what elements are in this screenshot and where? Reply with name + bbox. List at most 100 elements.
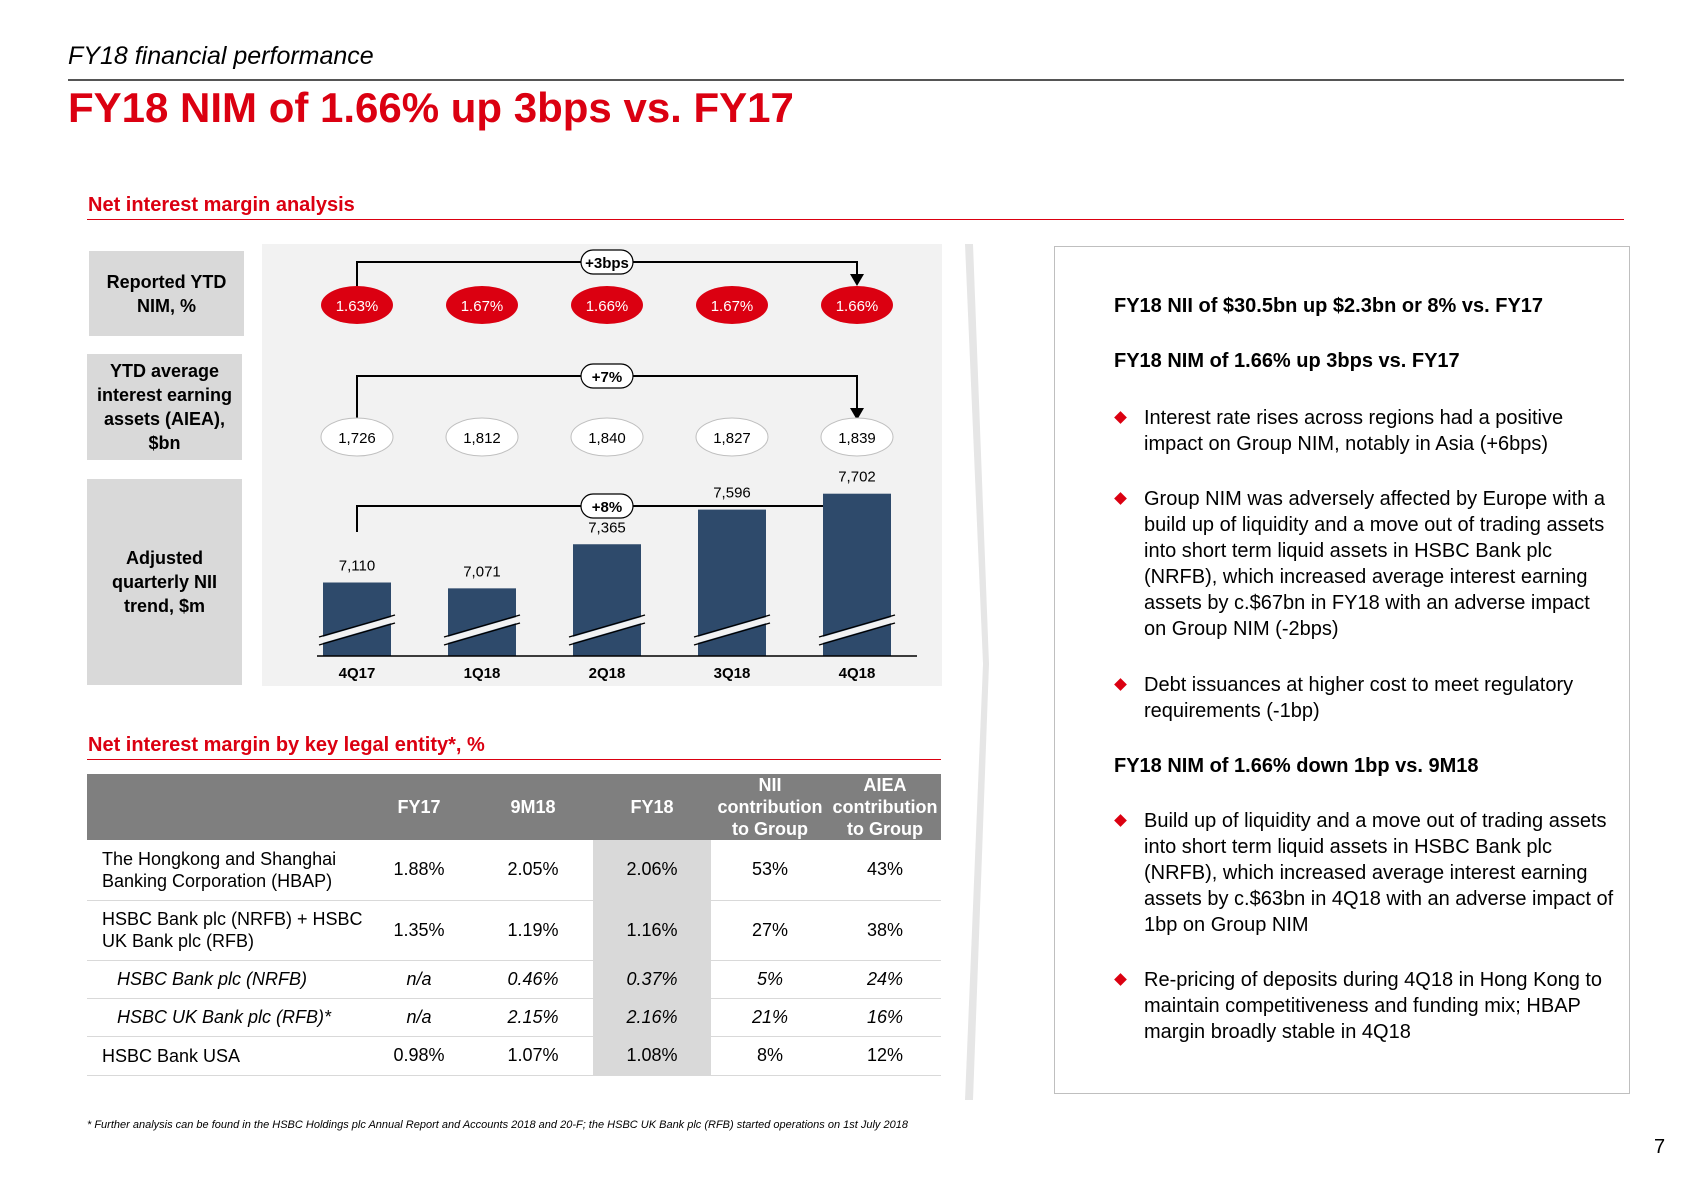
commentary-bullet: Build up of liquidity and a move out of … — [1114, 808, 1614, 938]
cell-9m18: 2.15% — [473, 998, 593, 1037]
table-header-9m18: 9M18 — [473, 774, 593, 840]
table-row: HSBC Bank plc (NRFB) n/a 0.46% 0.37% 5% … — [87, 960, 941, 999]
legal-entity-heading: Net interest margin by key legal entity*… — [88, 734, 485, 756]
table-row: HSBC Bank USA 0.98% 1.07% 1.08% 8% 12% — [87, 1036, 941, 1076]
cell-fy18: 1.08% — [593, 1036, 711, 1076]
bullet-diamond-icon — [1114, 973, 1127, 986]
bullet-diamond-icon — [1114, 411, 1127, 424]
table-row: HSBC Bank plc (NRFB) + HSBC UK Bank plc … — [87, 900, 941, 961]
entity-label: HSBC Bank USA — [87, 1036, 365, 1076]
nii-change-badge — [580, 493, 634, 519]
x-tick-label: 3Q18 — [714, 665, 751, 682]
aiea-value-label: 1,840 — [588, 430, 626, 447]
cell-9m18: 2.05% — [473, 840, 593, 901]
nii-value-label: 7,596 — [713, 485, 751, 502]
table-header-fy18: FY18 — [593, 774, 711, 840]
aiea-change-badge — [580, 363, 634, 389]
x-tick-label: 4Q17 — [339, 665, 376, 682]
entity-label: HSBC Bank plc (NRFB) — [87, 960, 365, 999]
aiea-change-label: +7% — [592, 369, 622, 386]
aiea-value-bubble — [695, 417, 769, 457]
aiea-value-bubble — [570, 417, 644, 457]
axis-break-line — [818, 622, 896, 646]
nii-change-label: +8% — [592, 499, 622, 516]
axis-break-line — [443, 614, 521, 638]
commentary-box: FY18 NII of $30.5bn up $2.3bn or 8% vs. … — [1054, 246, 1630, 1094]
entity-label: HSBC UK Bank plc (RFB)* — [87, 998, 365, 1037]
cell-nii-contribution: 8% — [711, 1036, 829, 1076]
axis-break-line — [443, 622, 521, 646]
aiea-value-label: 1,839 — [838, 430, 876, 447]
bullet-diamond-icon — [1114, 678, 1127, 691]
nii-value-label: 7,702 — [838, 469, 876, 486]
entity-label: The Hongkong and Shanghai Banking Corpor… — [87, 840, 365, 901]
nim-value-bubble — [321, 286, 393, 324]
table-header-row: FY17 9M18 FY18 NII contribution to Group… — [87, 774, 941, 840]
page-number: 7 — [1654, 1136, 1666, 1158]
nim-value-bubble — [571, 286, 643, 324]
commentary-bullet: Re-pricing of deposits during 4Q18 in Ho… — [1114, 967, 1614, 1045]
row-label-nii: Adjusted quarterly NII trend, $m — [87, 479, 242, 685]
bullet-text: Re-pricing of deposits during 4Q18 in Ho… — [1144, 969, 1603, 1043]
commentary-heading-nim-fy17: FY18 NIM of 1.66% up 3bps vs. FY17 — [1114, 350, 1460, 372]
cell-fy18: 2.06% — [593, 840, 711, 901]
nim-analysis-divider — [87, 219, 1624, 220]
page-subtitle: FY18 financial performance — [68, 42, 374, 70]
nim-analysis-heading: Net interest margin analysis — [88, 194, 355, 216]
axis-break-line — [318, 622, 396, 646]
table-row: The Hongkong and Shanghai Banking Corpor… — [87, 840, 941, 901]
axis-break-mark — [569, 616, 645, 644]
nim-change-badge — [580, 249, 634, 275]
cell-aiea-contribution: 12% — [829, 1036, 941, 1076]
table-header-aiea-contribution: AIEA contribution to Group — [829, 774, 941, 840]
cell-nii-contribution: 5% — [711, 960, 829, 999]
nim-value-bubble — [696, 286, 768, 324]
axis-break-line — [693, 614, 771, 638]
cell-9m18: 1.19% — [473, 900, 593, 961]
nim-chart: +3bps 1.63% 1.67% 1.66% 1.67% 1.66% +7% 1,726 1,… — [317, 249, 917, 682]
nim-value-bubble — [821, 286, 893, 324]
axis-break-mark — [319, 616, 395, 644]
bullet-diamond-icon — [1114, 492, 1127, 505]
cell-nii-contribution: 27% — [711, 900, 829, 961]
row-label-nim: Reported YTD NIM, % — [89, 251, 244, 336]
nim-change-arrowhead — [850, 274, 864, 286]
nim-value-label: 1.67% — [461, 298, 504, 315]
table-row: HSBC UK Bank plc (RFB)* n/a 2.15% 2.16% … — [87, 998, 941, 1037]
axis-break-line — [568, 622, 646, 646]
cell-fy18: 2.16% — [593, 998, 711, 1037]
nim-value-label: 1.63% — [336, 298, 379, 315]
cell-fy17: n/a — [365, 998, 473, 1037]
cell-aiea-contribution: 38% — [829, 900, 941, 961]
cell-aiea-contribution: 43% — [829, 840, 941, 901]
cell-fy17: n/a — [365, 960, 473, 999]
axis-break-line — [568, 614, 646, 638]
legal-entity-table: FY17 9M18 FY18 NII contribution to Group… — [87, 774, 941, 1076]
row-label-aiea: YTD average interest earning assets (AIE… — [87, 354, 242, 460]
axis-break-mark — [694, 616, 770, 644]
aiea-value-bubble — [320, 417, 394, 457]
nii-value-label: 7,071 — [463, 563, 501, 580]
nim-value-label: 1.66% — [836, 298, 879, 315]
aiea-value-bubble — [445, 417, 519, 457]
axis-break-mark — [444, 616, 520, 644]
axis-break-mark — [819, 616, 895, 644]
cell-aiea-contribution: 16% — [829, 998, 941, 1037]
aiea-value-bubble — [820, 417, 894, 457]
cell-fy17: 1.35% — [365, 900, 473, 961]
cell-9m18: 1.07% — [473, 1036, 593, 1076]
cell-fy18: 1.16% — [593, 900, 711, 961]
commentary-bullet: Group NIM was adversely affected by Euro… — [1114, 486, 1614, 642]
bullet-text: Build up of liquidity and a move out of … — [1144, 810, 1614, 936]
chevron-divider — [965, 244, 989, 1100]
table-header-entity — [87, 774, 365, 840]
commentary-bullet: Debt issuances at higher cost to meet re… — [1114, 672, 1614, 724]
cell-9m18: 0.46% — [473, 960, 593, 999]
cell-nii-contribution: 53% — [711, 840, 829, 901]
nii-value-label: 7,110 — [339, 558, 375, 575]
nim-value-bubble — [446, 286, 518, 324]
x-tick-label: 2Q18 — [589, 665, 626, 682]
cell-fy17: 1.88% — [365, 840, 473, 901]
cell-nii-contribution: 21% — [711, 998, 829, 1037]
axis-break-line — [818, 614, 896, 638]
